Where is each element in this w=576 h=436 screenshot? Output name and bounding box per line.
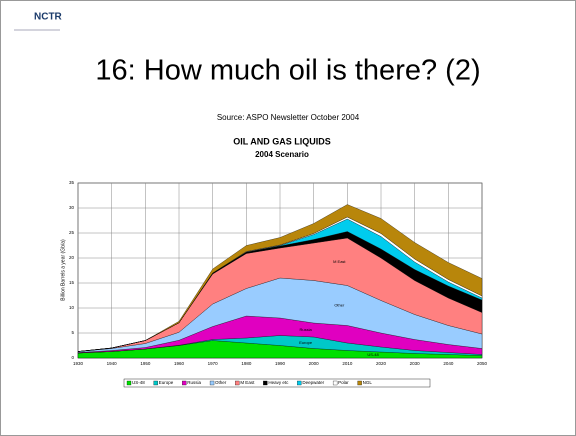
x-tick-label: 2010 xyxy=(342,361,353,366)
x-tick-label: 2000 xyxy=(309,361,320,366)
legend-label: Russia xyxy=(187,380,201,385)
legend-label: NGL xyxy=(363,380,373,385)
y-tick-label: 0 xyxy=(71,355,74,360)
legend-box xyxy=(123,378,431,388)
x-tick-label: 2050 xyxy=(477,361,488,366)
x-tick-label: 1950 xyxy=(140,361,151,366)
area-label: Other xyxy=(334,303,345,308)
chart-subtitle: 2004 Scenario xyxy=(255,150,309,159)
y-tick-label: 10 xyxy=(69,305,75,310)
legend-label: Heavy etc xyxy=(268,380,289,385)
legend-swatch xyxy=(357,380,362,386)
legend-swatch xyxy=(209,380,215,386)
slide-title: 16: How much oil is there? (2) xyxy=(95,55,480,87)
chart-title: OIL AND GAS LIQUIDS xyxy=(233,136,331,146)
y-axis-label: Billion Barrels a year (Gb/a) xyxy=(60,239,66,301)
legend-swatch xyxy=(182,380,187,386)
source: Source: ASPO Newsletter October 2004 xyxy=(217,113,360,122)
legend-label: Europe xyxy=(159,380,174,385)
y-tick-label: 20 xyxy=(69,255,75,260)
x-tick-label: 1940 xyxy=(107,361,118,366)
legend-swatch xyxy=(126,380,132,386)
x-tick-label: 1990 xyxy=(275,361,286,366)
legend-swatch xyxy=(297,380,302,386)
y-tick-label: 25 xyxy=(69,230,75,235)
legend-label: Deepwater xyxy=(302,380,324,385)
area-label: US-48 xyxy=(367,352,379,357)
legend-swatch xyxy=(153,380,158,386)
y-tick-label: 30 xyxy=(69,205,75,210)
legend-label: M East xyxy=(240,380,255,385)
x-tick-label: 1980 xyxy=(241,361,252,366)
legend-label: US-48 xyxy=(132,380,145,385)
legend-swatch xyxy=(263,380,268,386)
x-tick-label: 1960 xyxy=(174,361,185,366)
area-label: Russia xyxy=(300,327,313,332)
area-label: M East xyxy=(333,259,346,264)
x-tick-label: 1970 xyxy=(208,361,219,366)
y-tick-label: 15 xyxy=(69,280,75,285)
legend-label: Other xyxy=(215,380,227,385)
area xyxy=(77,204,483,352)
y-tick-label: 5 xyxy=(71,330,74,335)
legend-swatch xyxy=(235,380,240,386)
legend-label: Polar xyxy=(338,380,349,385)
area-label: Europe xyxy=(299,340,313,345)
y-tick-label: 35 xyxy=(69,180,75,185)
x-tick-label: 1930 xyxy=(73,361,84,366)
logo: NCTR xyxy=(34,12,63,23)
x-tick-label: 2020 xyxy=(376,361,387,366)
x-tick-label: 2030 xyxy=(410,361,421,366)
legend-swatch xyxy=(332,380,338,386)
x-tick-label: 2040 xyxy=(443,361,454,366)
